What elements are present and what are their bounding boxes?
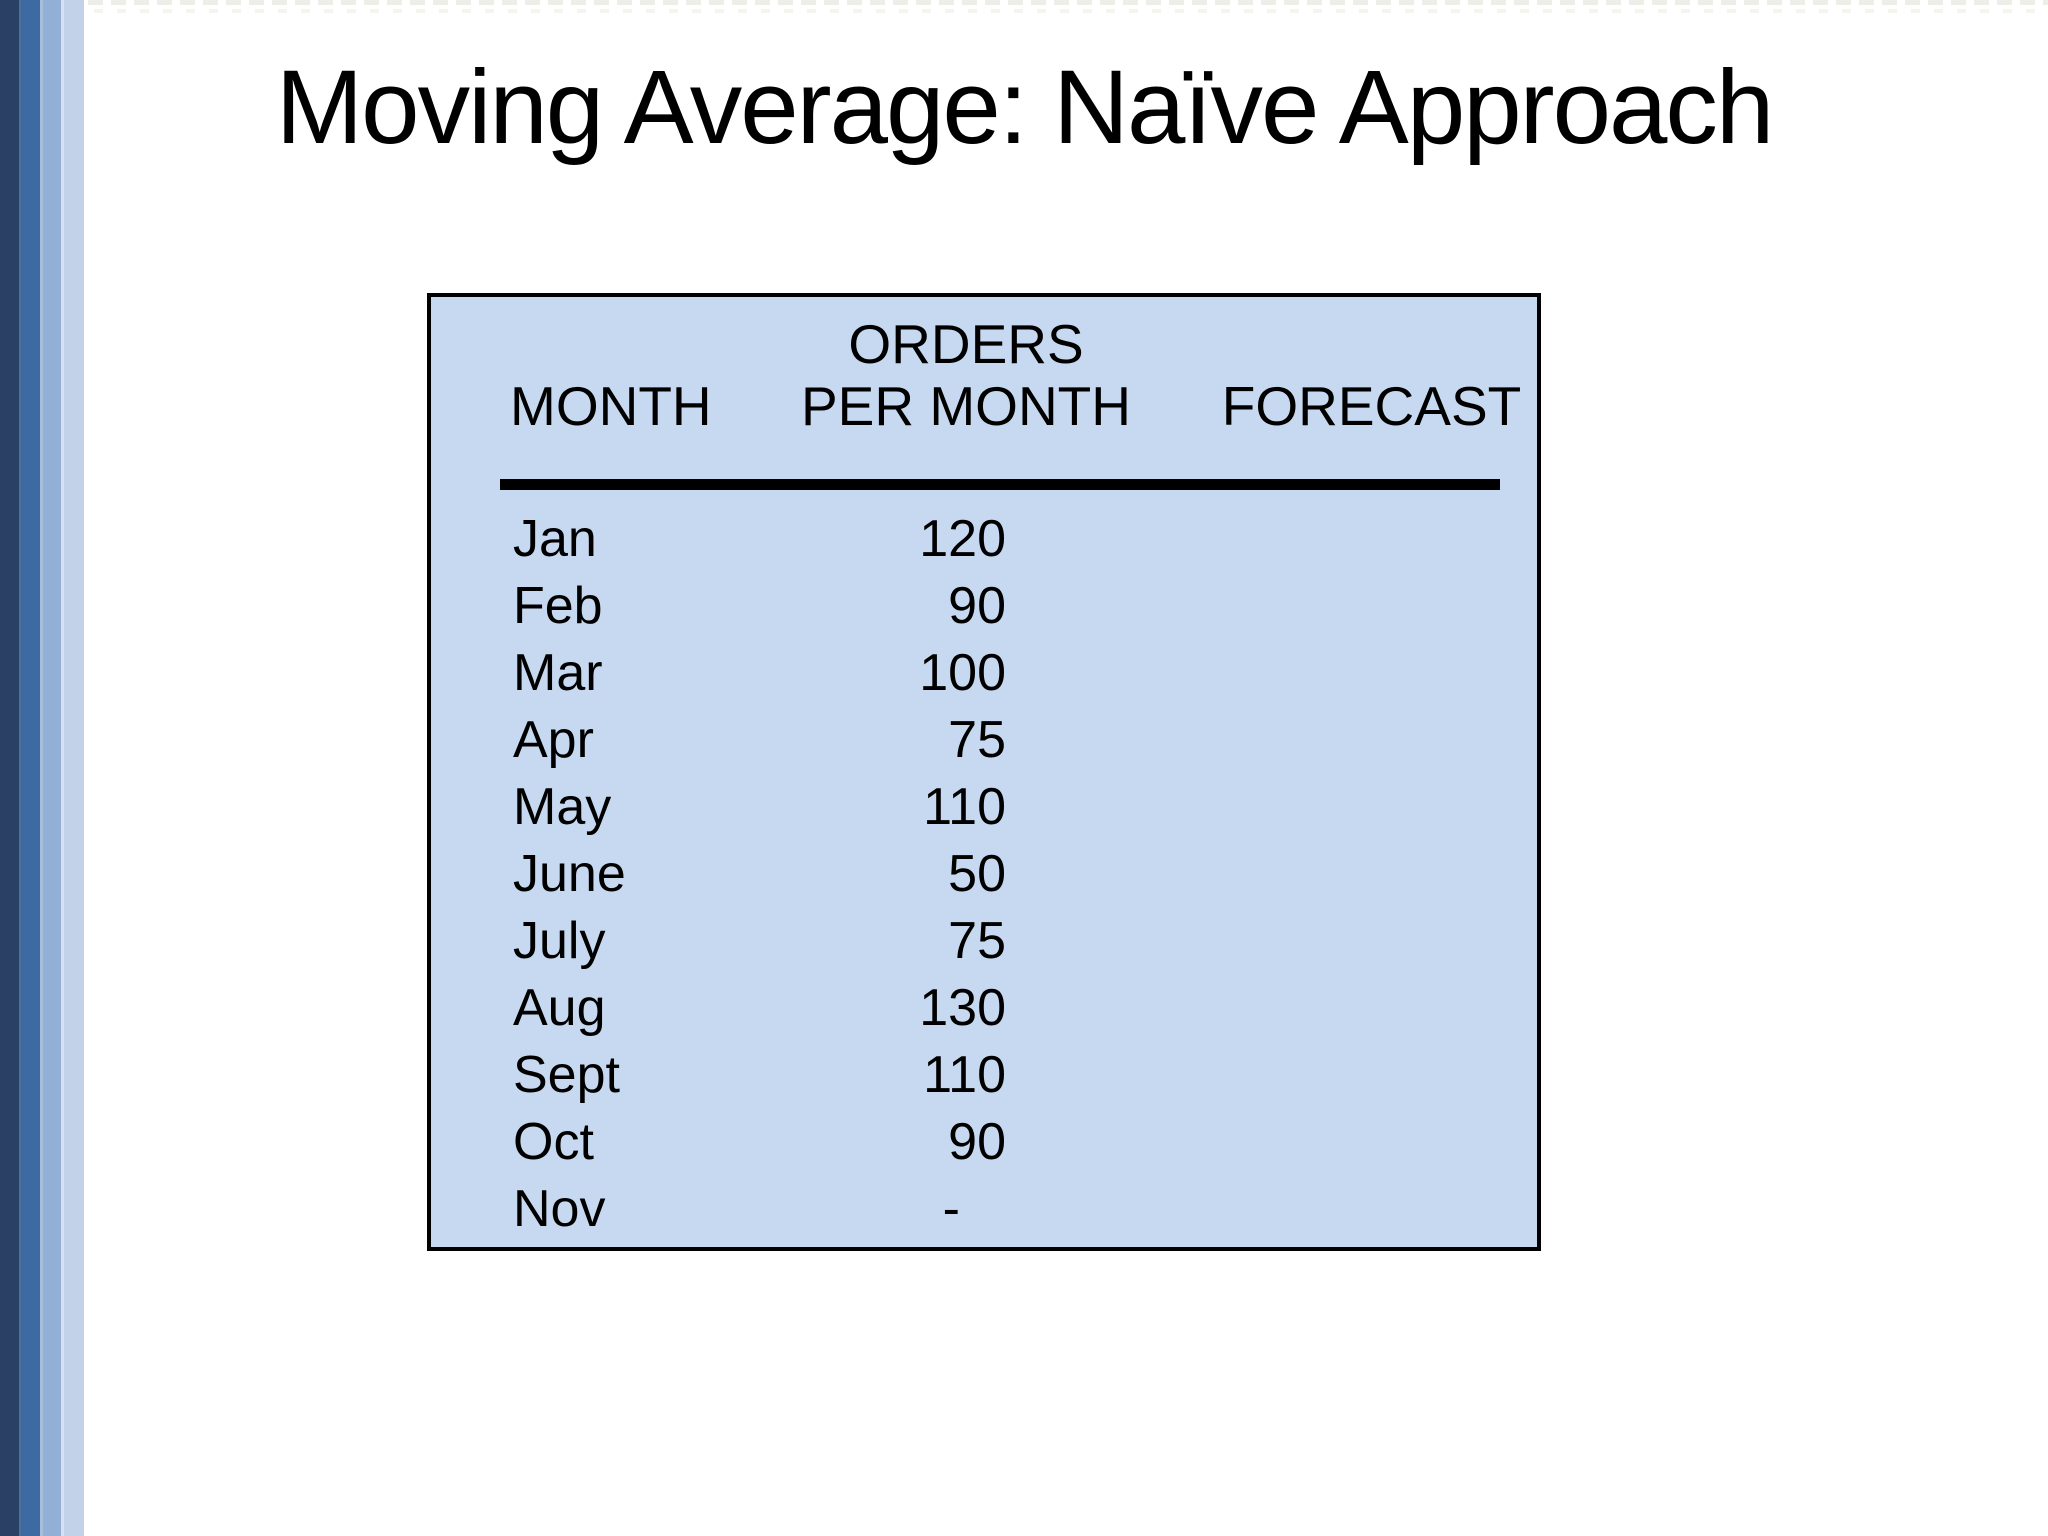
- table-row: June 50: [431, 841, 1537, 908]
- table-row: Oct 90: [431, 1109, 1537, 1176]
- row-orders-value: 100: [919, 644, 1006, 702]
- table-row: Sept 110: [431, 1042, 1537, 1109]
- row-month-label: Apr: [513, 711, 594, 769]
- table-row: Mar 100: [431, 640, 1537, 707]
- row-orders-value: 75: [948, 711, 1006, 769]
- row-orders-value: 50: [948, 845, 1006, 903]
- row-forecast-value: [1166, 1225, 1537, 1226]
- row-forecast-value: [1166, 1024, 1537, 1025]
- table-header-line2: MONTH PER MONTH FORECAST: [431, 375, 1537, 437]
- header-orders-line2: PER MONTH: [801, 375, 1131, 437]
- row-forecast-value: [1166, 823, 1537, 824]
- row-month-label: Oct: [513, 1113, 594, 1171]
- row-orders-value: 90: [948, 577, 1006, 635]
- row-month-label: Sept: [513, 1046, 620, 1104]
- row-forecast-value: [1166, 1091, 1537, 1092]
- row-month-label: Jan: [513, 510, 597, 568]
- table-row: Nov -: [431, 1176, 1537, 1243]
- row-orders-value: 75: [948, 912, 1006, 970]
- table-row: Aug 130: [431, 975, 1537, 1042]
- row-month-label: Feb: [513, 577, 603, 635]
- row-orders-value: -: [942, 1180, 960, 1238]
- header-orders-line1: ORDERS: [848, 313, 1084, 375]
- left-stripe-border: [0, 0, 84, 1536]
- table-header-line1: ORDERS: [431, 313, 1537, 375]
- table-row: Jan 120: [431, 506, 1537, 573]
- row-forecast-value: [1166, 957, 1537, 958]
- slide-title: Moving Average: Naïve Approach: [275, 49, 1775, 166]
- row-month-label: Nov: [513, 1180, 606, 1238]
- orders-table: ORDERS MONTH PER MONTH FORECAST Jan 120 …: [427, 293, 1541, 1251]
- row-forecast-value: [1166, 1158, 1537, 1159]
- header-forecast: FORECAST: [1221, 375, 1522, 437]
- row-forecast-value: [1166, 555, 1537, 556]
- row-month-label: July: [513, 912, 606, 970]
- header-rule: [500, 479, 1500, 490]
- row-orders-value: 110: [923, 778, 1006, 836]
- row-forecast-value: [1166, 689, 1537, 690]
- table-row: May 110: [431, 774, 1537, 841]
- row-orders-value: 120: [919, 510, 1006, 568]
- row-orders-value: 90: [948, 1113, 1006, 1171]
- row-month-label: May: [513, 778, 612, 836]
- row-month-label: Aug: [513, 979, 606, 1037]
- header-month: MONTH: [510, 375, 712, 437]
- table-row: Feb 90: [431, 573, 1537, 640]
- row-orders-value: 110: [923, 1046, 1006, 1104]
- row-month-label: Mar: [513, 644, 603, 702]
- table-rows: Jan 120 Feb 90 Mar 100 Apr 75 May 110 Ju…: [431, 506, 1537, 1243]
- row-month-label: June: [513, 845, 626, 903]
- row-forecast-value: [1166, 756, 1537, 757]
- top-dash-border: [88, 0, 2048, 14]
- row-forecast-value: [1166, 622, 1537, 623]
- table-row: July 75: [431, 908, 1537, 975]
- row-forecast-value: [1166, 890, 1537, 891]
- row-orders-value: 130: [919, 979, 1006, 1037]
- table-row: Apr 75: [431, 707, 1537, 774]
